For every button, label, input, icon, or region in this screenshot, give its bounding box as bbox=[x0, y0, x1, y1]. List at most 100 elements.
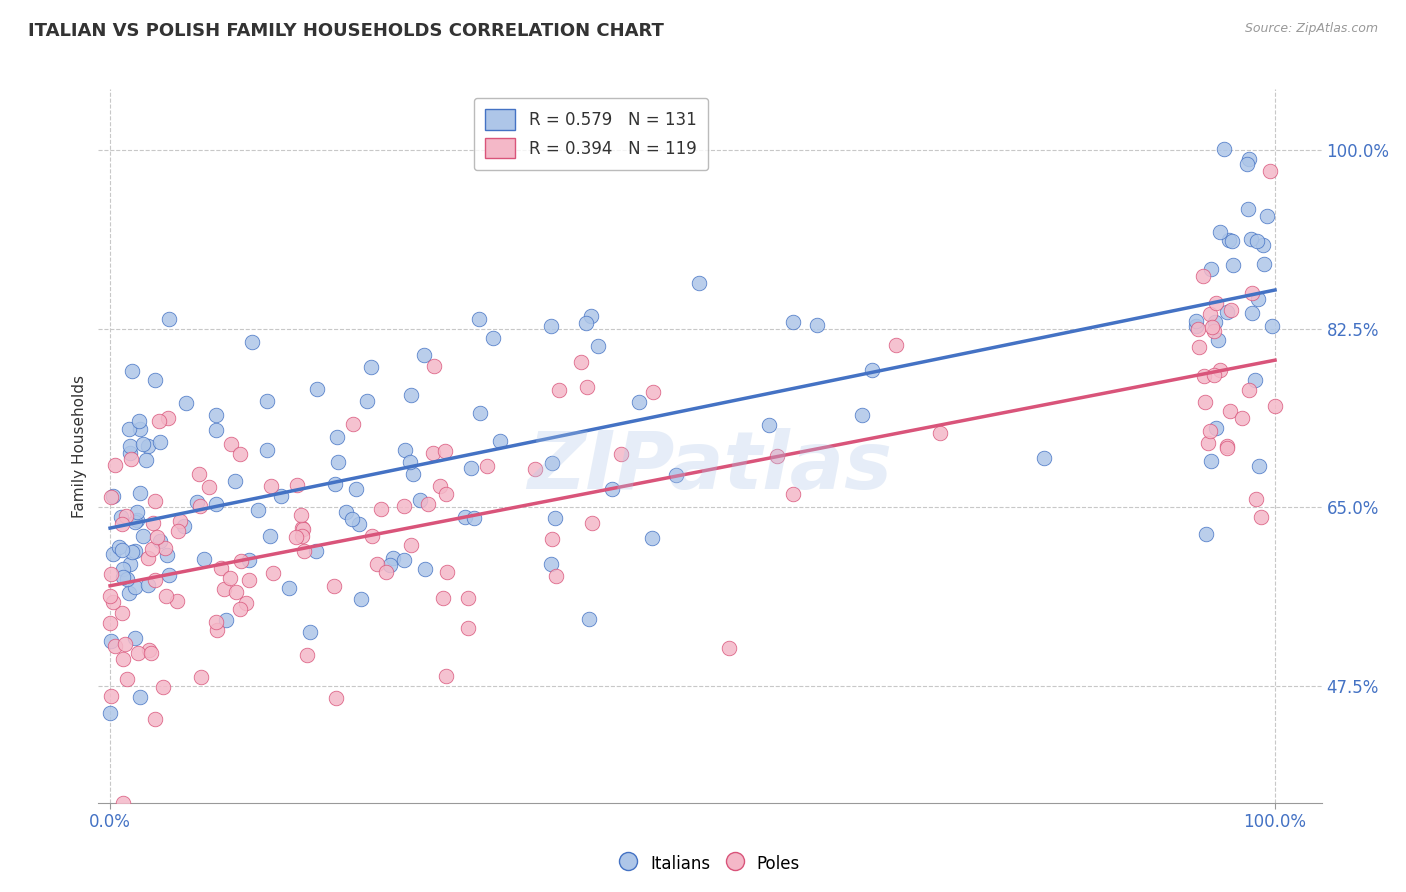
Point bbox=[187, 467, 209, 481]
Point bbox=[1198, 436, 1220, 450]
Point bbox=[292, 522, 315, 536]
Point bbox=[129, 422, 152, 436]
Point bbox=[1215, 305, 1237, 319]
Point bbox=[347, 516, 370, 531]
Point bbox=[370, 501, 392, 516]
Point bbox=[124, 515, 146, 529]
Point bbox=[1253, 257, 1275, 271]
Point bbox=[1033, 451, 1056, 466]
Point bbox=[1258, 164, 1281, 178]
Point bbox=[578, 611, 600, 625]
Point bbox=[356, 393, 378, 408]
Point bbox=[100, 490, 122, 504]
Point bbox=[238, 574, 260, 588]
Text: ZIPatlas: ZIPatlas bbox=[527, 428, 893, 507]
Point bbox=[335, 505, 357, 519]
Point bbox=[157, 311, 180, 326]
Point bbox=[235, 596, 257, 610]
Point bbox=[361, 529, 384, 543]
Point bbox=[193, 552, 215, 566]
Point bbox=[118, 439, 141, 453]
Point bbox=[581, 516, 603, 530]
Point bbox=[434, 669, 457, 683]
Point bbox=[285, 531, 308, 545]
Point bbox=[145, 494, 167, 508]
Point bbox=[575, 317, 598, 331]
Point bbox=[382, 551, 405, 566]
Point bbox=[111, 542, 134, 557]
Point bbox=[342, 417, 364, 431]
Point bbox=[103, 594, 125, 608]
Point bbox=[124, 631, 146, 645]
Point bbox=[225, 584, 247, 599]
Point bbox=[205, 408, 228, 422]
Point bbox=[205, 623, 228, 637]
Point bbox=[610, 447, 633, 461]
Point bbox=[641, 531, 664, 545]
Point bbox=[138, 643, 160, 657]
Point bbox=[229, 602, 252, 616]
Point bbox=[190, 670, 212, 684]
Point bbox=[136, 550, 159, 565]
Point bbox=[1206, 334, 1229, 348]
Point bbox=[115, 672, 138, 686]
Point bbox=[262, 566, 284, 580]
Point bbox=[129, 485, 152, 500]
Point bbox=[128, 414, 150, 428]
Point bbox=[482, 331, 505, 345]
Point bbox=[104, 458, 127, 472]
Point bbox=[127, 646, 149, 660]
Point bbox=[209, 561, 232, 575]
Point bbox=[291, 528, 314, 542]
Point bbox=[292, 544, 315, 558]
Point bbox=[429, 479, 451, 493]
Point bbox=[118, 422, 141, 436]
Point bbox=[120, 452, 142, 467]
Point bbox=[569, 355, 592, 369]
Point bbox=[155, 589, 177, 603]
Point bbox=[305, 543, 328, 558]
Point bbox=[132, 436, 155, 450]
Point bbox=[468, 406, 491, 420]
Point bbox=[135, 452, 157, 467]
Point bbox=[1244, 373, 1267, 387]
Point bbox=[246, 503, 269, 517]
Point bbox=[457, 591, 479, 605]
Point bbox=[152, 681, 174, 695]
Point bbox=[111, 607, 134, 621]
Point bbox=[112, 651, 135, 665]
Point bbox=[112, 562, 135, 576]
Point bbox=[290, 508, 312, 522]
Point bbox=[166, 594, 188, 608]
Point bbox=[1215, 439, 1237, 453]
Point bbox=[323, 477, 346, 491]
Point bbox=[422, 359, 444, 374]
Point bbox=[295, 648, 318, 663]
Point bbox=[806, 318, 828, 332]
Point bbox=[141, 541, 163, 556]
Point bbox=[188, 500, 211, 514]
Point bbox=[641, 384, 664, 399]
Point bbox=[1237, 202, 1260, 216]
Point bbox=[1198, 425, 1220, 439]
Point bbox=[124, 544, 146, 558]
Point bbox=[378, 558, 401, 572]
Point bbox=[1222, 234, 1244, 248]
Point bbox=[1250, 509, 1272, 524]
Point bbox=[576, 379, 599, 393]
Point bbox=[1247, 458, 1270, 473]
Point bbox=[1199, 307, 1222, 321]
Point bbox=[1261, 319, 1284, 334]
Point bbox=[157, 568, 180, 582]
Legend: Italians, Poles: Italians, Poles bbox=[613, 847, 807, 880]
Point bbox=[298, 625, 321, 640]
Point bbox=[1195, 526, 1218, 541]
Point bbox=[436, 565, 458, 579]
Point bbox=[100, 616, 122, 631]
Point bbox=[156, 548, 179, 562]
Point bbox=[1209, 226, 1232, 240]
Point bbox=[434, 487, 457, 501]
Point bbox=[402, 467, 425, 481]
Point bbox=[1251, 237, 1274, 252]
Point bbox=[1219, 404, 1241, 418]
